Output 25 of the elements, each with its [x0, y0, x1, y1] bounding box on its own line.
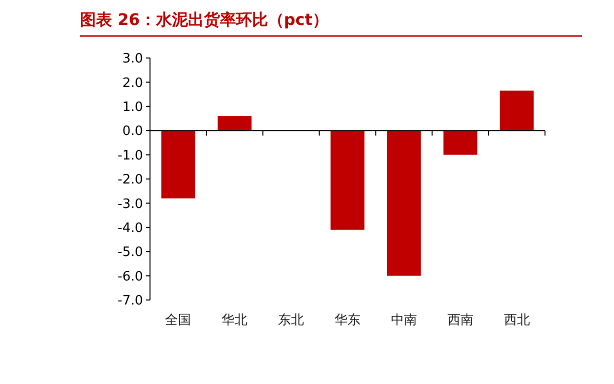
x-tick-label: 华北: [222, 313, 248, 328]
x-tick-label: 西南: [447, 313, 474, 328]
y-tick-label: -3.0: [118, 196, 143, 212]
y-tick-label: -2.0: [118, 172, 143, 188]
y-tick-label: 3.0: [122, 52, 143, 67]
y-tick-label: -4.0: [118, 220, 143, 236]
bar: [218, 116, 252, 131]
x-tick-label: 东北: [278, 313, 304, 328]
bar: [387, 130, 421, 276]
y-tick-label: -5.0: [118, 245, 143, 260]
bar: [500, 90, 534, 131]
y-tick-label: -6.0: [118, 269, 143, 284]
chart-title: 图表 26：水泥出货率环比（pct）: [80, 10, 328, 29]
y-tick-label: -1.0: [118, 148, 143, 164]
y-tick-label: 2.0: [122, 76, 143, 91]
y-tick-label: 1.0: [122, 100, 143, 115]
x-tick-label: 中南: [390, 313, 417, 328]
bar: [330, 130, 364, 230]
y-tick-label: -7.0: [118, 294, 143, 309]
x-tick-label: 全国: [165, 313, 192, 328]
bar: [161, 130, 196, 198]
bar: [443, 130, 478, 155]
y-tick-label: 0.0: [122, 124, 143, 140]
x-tick-label: 华东: [334, 313, 360, 328]
x-tick-label: 西北: [504, 313, 530, 328]
